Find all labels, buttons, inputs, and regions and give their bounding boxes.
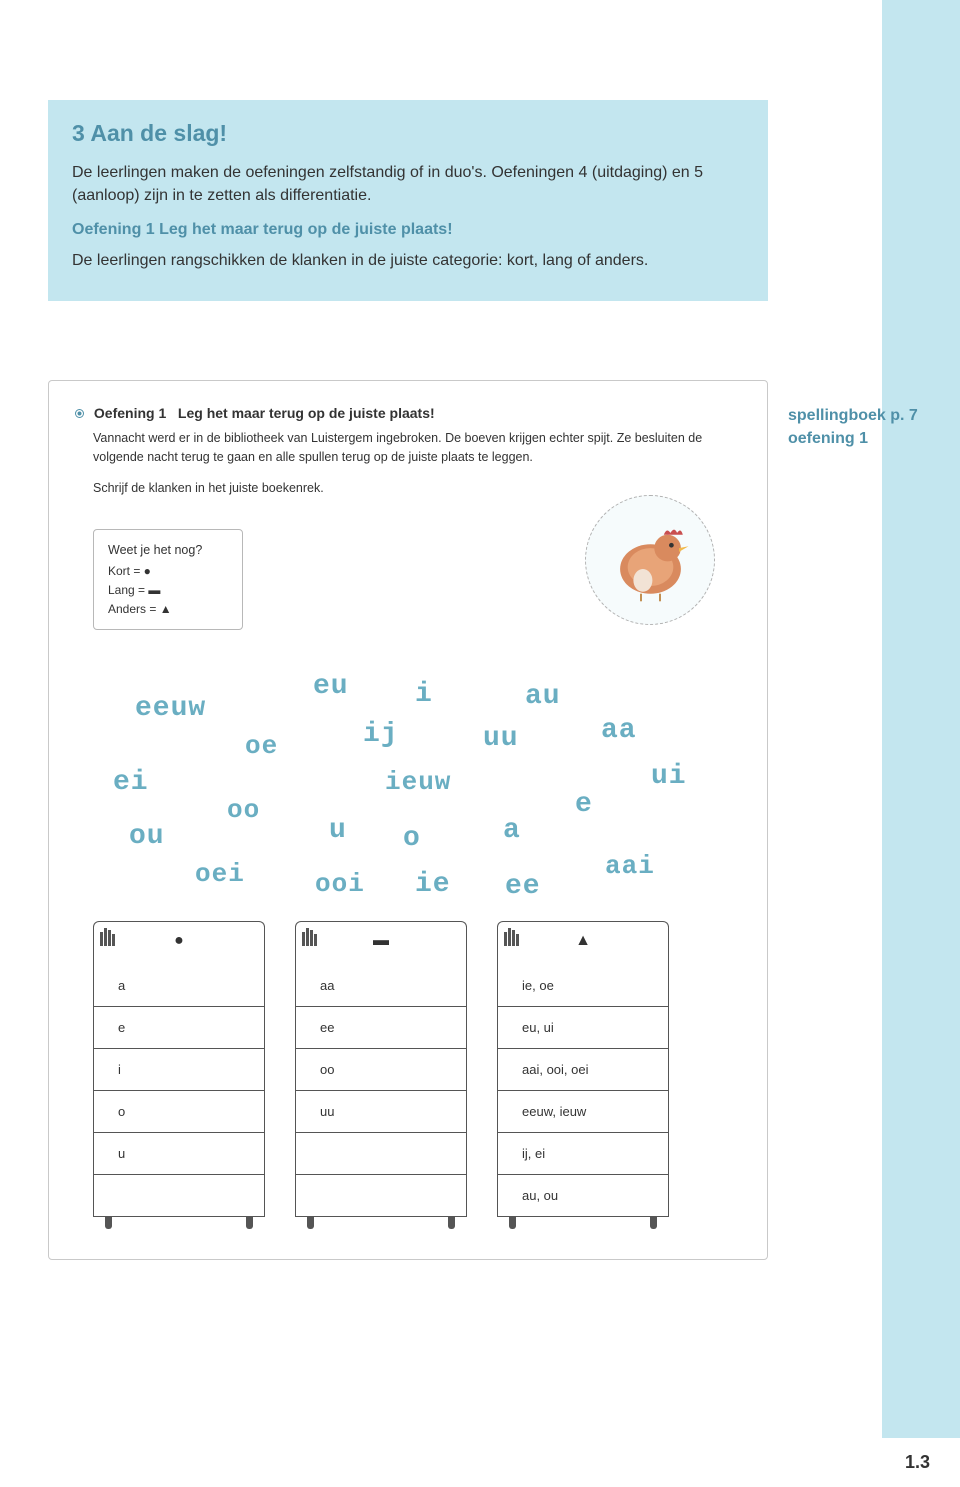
cloud-word: o [403,823,421,854]
hint-row: Weet je het nog? Kort = ● Lang = ▬ Ander… [93,515,741,645]
dressers-row: ● aeiou ▬ aaeeoouu ▲ ie, oeeu, uiaai, ooi, oe… [93,921,741,1229]
cloud-word: oe [245,731,278,761]
hint-line-kort: Kort = ● [108,562,224,581]
dresser-top: ● [93,921,265,965]
exercise-title: Oefening 1 Leg het maar terug op de juis… [75,405,741,421]
cloud-word: ieuw [385,767,451,797]
cloud-word: ee [505,871,541,902]
exercise-card: Oefening 1 Leg het maar terug op de juis… [48,380,768,1260]
cloud-word: ij [363,719,399,750]
dresser-drawer: o [93,1091,265,1133]
cloud-word: ou [129,821,165,852]
dresser-drawer: e [93,1007,265,1049]
margin-strip [882,0,960,1438]
bullet-icon [75,409,84,418]
dresser-drawer: aa [295,965,467,1007]
dresser-symbol: ▲ [575,932,591,950]
illustration-slot [585,495,715,625]
dresser-drawer [295,1133,467,1175]
exercise-title-prefix: Oefening 1 [94,405,166,421]
cloud-word: uu [483,723,519,754]
section-title: 3 Aan de slag! [72,120,744,147]
cloud-word: aa [601,715,637,746]
dresser-drawer: ij, ei [497,1133,669,1175]
cloud-word: eeuw [135,693,206,724]
exercise-intro: Vannacht werd er in de bibliotheek van L… [93,429,741,467]
dresser-drawer: aai, ooi, oei [497,1049,669,1091]
header-paragraph-2: De leerlingen rangschikken de klanken in… [72,249,744,272]
chicken-icon [603,512,698,607]
dresser-top: ▲ [497,921,669,965]
dresser-drawer [93,1175,265,1217]
cloud-word: u [329,815,347,846]
cloud-word: i [415,679,433,710]
dresser-symbol: ▬ [373,932,389,950]
cloud-word: ui [651,761,687,792]
cloud-word: a [503,815,521,846]
cloud-word: eu [313,671,349,702]
books-icon [504,928,519,946]
dresser: ● aeiou [93,921,265,1229]
dresser-drawer: oo [295,1049,467,1091]
dresser-legs [93,1217,265,1229]
dresser: ▬ aaeeoouu [295,921,467,1229]
dresser-legs [497,1217,669,1229]
hint-line-lang: Lang = ▬ [108,581,224,600]
cloud-word: e [575,789,593,820]
page-number: 1.3 [905,1452,930,1473]
dresser-top: ▬ [295,921,467,965]
cloud-word: oei [195,859,245,889]
dresser-drawer: u [93,1133,265,1175]
cloud-word: ooi [315,869,365,899]
dresser-drawer [295,1175,467,1217]
dresser-symbol: ● [174,932,184,950]
side-reference: spellingboek p. 7 oefening 1 [788,404,918,450]
hint-box: Weet je het nog? Kort = ● Lang = ▬ Ander… [93,529,243,631]
word-cloud: eeuw eu i au oe ij uu aa ei ieuw ui oo e ou u o a oei ooi i… [85,671,731,901]
cloud-word: aai [605,851,655,881]
dresser-drawer: eu, ui [497,1007,669,1049]
header-subhead: Oefening 1 Leg het maar terug op de juis… [72,221,744,239]
books-icon [100,928,115,946]
dresser: ▲ ie, oeeu, uiaai, ooi, oeieeuw, ieuwij, … [497,921,669,1229]
dresser-drawer: eeuw, ieuw [497,1091,669,1133]
cloud-word: ie [415,869,451,900]
dresser-legs [295,1217,467,1229]
exercise-instruction: Schrijf de klanken in het juiste boekenr… [93,481,741,495]
dresser-drawer: ie, oe [497,965,669,1007]
hint-line-anders: Anders = ▲ [108,600,224,619]
dresser-drawer: a [93,965,265,1007]
exercise-title-rest: Leg het maar terug op de juiste plaats! [178,405,435,421]
side-ref-line1: spellingboek p. 7 [788,404,918,427]
dresser-drawer: uu [295,1091,467,1133]
content-wrap: Oefening 1 Leg het maar terug op de juis… [48,380,768,1260]
cloud-word: ei [113,767,149,798]
header-paragraph-1: De leerlingen maken de oefeningen zelfst… [72,161,744,207]
books-icon [302,928,317,946]
dresser-drawer: au, ou [497,1175,669,1217]
cloud-word: au [525,681,561,712]
dresser-drawer: ee [295,1007,467,1049]
hint-title: Weet je het nog? [108,540,224,560]
side-ref-line2: oefening 1 [788,427,918,450]
dresser-drawer: i [93,1049,265,1091]
header-panel: 3 Aan de slag! De leerlingen maken de oe… [48,100,768,301]
cloud-word: oo [227,795,260,825]
